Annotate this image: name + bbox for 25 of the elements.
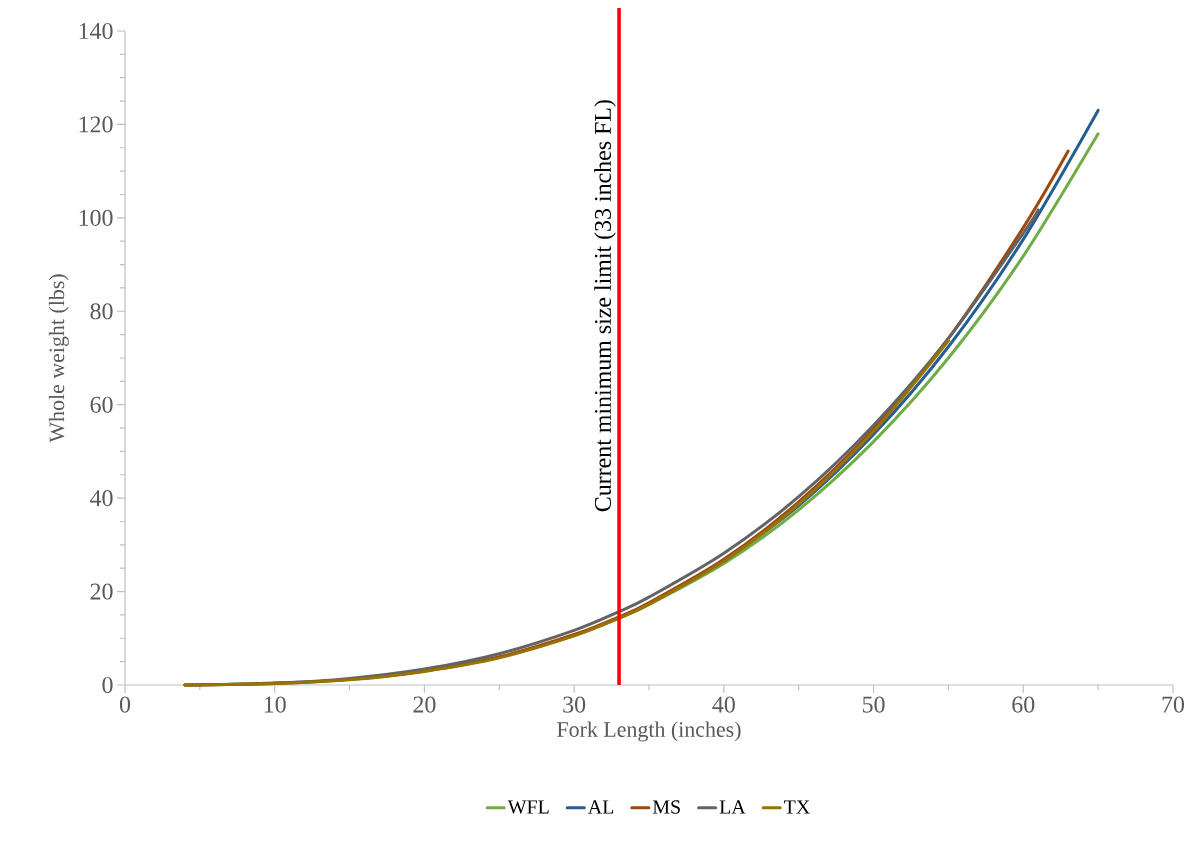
legend-label: AL [587,800,614,814]
y-tick-label: 20 [90,583,113,600]
x-tick-label: 70 [1162,696,1185,713]
y-axis-title: Whole weight (lbs) [48,274,69,443]
legend-label: TX [784,800,810,814]
x-tick-label: 60 [1012,696,1035,713]
legend-label: WFL [507,800,549,814]
y-tick-label: 120 [79,116,113,133]
line-series [183,339,950,687]
x-tick-label: 0 [119,696,131,713]
y-tick-label: 80 [90,303,113,320]
legend-label: LA [719,800,746,814]
x-tick-label: 30 [563,696,586,713]
y-tick-label: 40 [90,490,113,507]
x-tick-label: 20 [413,696,436,713]
x-tick-label: 40 [712,696,735,713]
y-tick-label: 100 [79,209,113,226]
y-tick-label: 0 [102,676,113,694]
x-tick-label: 50 [862,696,885,713]
y-tick-label: 60 [90,396,113,413]
ref-line-label: Current minimum size limit (33 inches FL) [594,100,616,512]
y-tick-label: 140 [79,22,113,40]
x-axis-title: Fork Length (inches) [557,721,741,742]
x-tick-label: 10 [264,696,286,713]
legend-label: MS [652,800,680,814]
